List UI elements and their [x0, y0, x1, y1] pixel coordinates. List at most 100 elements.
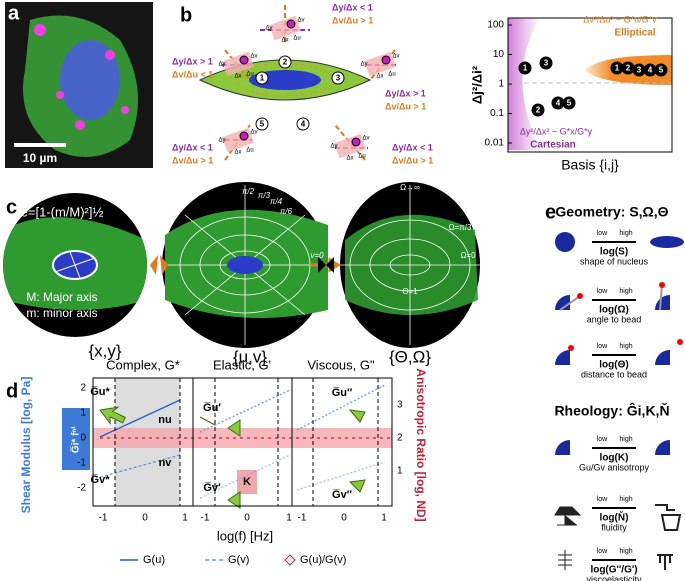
bead — [286, 19, 296, 29]
annotation: G̅u* — [90, 386, 110, 398]
x-tick-label: -1 — [201, 513, 210, 524]
scale-low: low — [597, 288, 608, 295]
condition-xy: Δy/Δx < 1 — [172, 142, 213, 152]
data-point-label: 4 — [556, 99, 561, 108]
bead — [239, 131, 249, 141]
formula: e=[1-(m/M)²]½ — [21, 204, 104, 219]
condition-uv: Δv/Δu > 1 — [385, 101, 426, 111]
x-tick-label: 1 — [286, 513, 292, 524]
measure: log(Ň) — [600, 511, 629, 524]
condition-uv: Δv/Δu > 1 — [172, 155, 213, 165]
glyph-axis: Δu — [358, 154, 365, 160]
scale-high: high — [619, 288, 632, 295]
description: fluidity — [601, 522, 627, 532]
x-tick-label: -1 — [298, 513, 307, 524]
coord-label: Ω→∞ — [400, 183, 420, 192]
annotation: G̅u′ — [203, 402, 221, 414]
annotation: Δv²/Δu² ~ G*u/G*v — [583, 14, 657, 24]
angle-label: π/4 — [270, 197, 283, 206]
x-axis-label: Basis {i,j} — [561, 157, 619, 173]
x-tick-label: 1 — [381, 513, 387, 524]
legend-label: G(u) — [143, 554, 165, 566]
scale-low: low — [597, 230, 608, 237]
subplot-title: Elastic, G' — [213, 357, 271, 372]
y-tick-label: -2 — [77, 483, 86, 494]
x-tick-label: 0 — [341, 513, 347, 524]
y-tick-label: 100 — [487, 20, 504, 31]
description: Gu/Gv anisotropy — [579, 462, 650, 472]
basis-images — [3, 182, 480, 348]
data-point-label: 5 — [567, 99, 572, 108]
data-point-label: 1 — [615, 64, 620, 73]
annotation: G̅v* — [91, 474, 111, 486]
coord-label: Ω=0 — [460, 251, 476, 260]
modulus-plot — [62, 377, 393, 566]
y2-tick-label: 2 — [397, 433, 403, 444]
data-point-label: 3 — [544, 59, 549, 68]
annotation: K — [243, 476, 251, 488]
section-title: Rheology: Ĝi,K,Ň — [554, 402, 669, 419]
scale-low: low — [597, 496, 608, 503]
y-tick-label: 10 — [493, 49, 505, 60]
micrograph — [5, 2, 153, 168]
y-tick-label: 0 — [80, 433, 86, 444]
scale-high: high — [619, 343, 632, 350]
scale-high: high — [619, 436, 632, 443]
glyph-axis: Δv — [250, 54, 257, 60]
condition-xy: Δy/Δx < 1 — [392, 142, 433, 152]
glyph-axis: Δu — [246, 148, 253, 154]
description: angle to bead — [587, 314, 642, 324]
region-marker — [278, 55, 292, 69]
region-marker — [331, 71, 345, 85]
x-tick-label: 0 — [142, 513, 148, 524]
annotation: Elliptical — [614, 28, 655, 39]
data-point-label: 4 — [648, 66, 653, 75]
annotation: nv — [159, 457, 173, 469]
glyph-axis: Δy — [265, 26, 272, 32]
bead — [239, 55, 249, 65]
data-point-label: 2 — [536, 106, 541, 115]
glyph-axis: Δv — [392, 54, 399, 60]
glyph-axis: Δx — [234, 74, 241, 80]
y-tick-label: -1 — [77, 458, 86, 469]
description: distance to bead — [581, 369, 647, 379]
condition-xy: Δy/Δx > 1 — [385, 88, 426, 98]
legend-label: G(u)/G(v) — [300, 554, 346, 566]
panel-label: b — [180, 4, 192, 26]
angle-label: π/3 — [258, 191, 271, 200]
y-tick-label: 0.1 — [490, 108, 504, 119]
data-point-label: 1 — [523, 64, 528, 73]
annotation: G̅v″ — [332, 489, 353, 501]
annotation: G̅v′ — [203, 482, 221, 494]
legend-icons — [554, 232, 684, 570]
y-tick-label: 1 — [498, 79, 504, 90]
y-tick-label: 1 — [80, 408, 86, 419]
condition-uv: Δv/Δu > 1 — [392, 155, 433, 165]
scale-low: low — [597, 343, 608, 350]
description: shape of nucleus — [580, 256, 649, 266]
glyph-axis: Δu — [388, 72, 395, 78]
condition-xy: Δy/Δx < 1 — [332, 2, 373, 12]
y2-tick-label: 3 — [397, 400, 403, 411]
glyph-axis: Δy — [360, 62, 367, 68]
y-axis-label: Δj²/Δi² — [469, 65, 484, 104]
axis-note: m: minor axis — [26, 306, 97, 320]
scale-high: high — [619, 548, 632, 555]
measure: log(Ω) — [599, 305, 629, 316]
bead — [351, 137, 361, 147]
glyph-axis: Δx — [234, 150, 241, 156]
basis-label: {x,y} — [88, 341, 121, 360]
measure: log(Θ) — [599, 360, 628, 371]
region-marker — [255, 71, 269, 85]
glyph-axis: Δu — [246, 72, 253, 78]
scale-high: high — [619, 496, 632, 503]
basis-label: {Θ,Ω} — [389, 347, 431, 366]
x-tick-label: 0 — [244, 513, 250, 524]
legend-label: G(v) — [228, 554, 249, 566]
y2-axis-label: Anisotropic Ratio [log, ND] — [414, 368, 428, 521]
scale-low: low — [597, 548, 608, 555]
panel-label: d — [6, 380, 18, 402]
basis-label: {u,v} — [233, 347, 267, 366]
